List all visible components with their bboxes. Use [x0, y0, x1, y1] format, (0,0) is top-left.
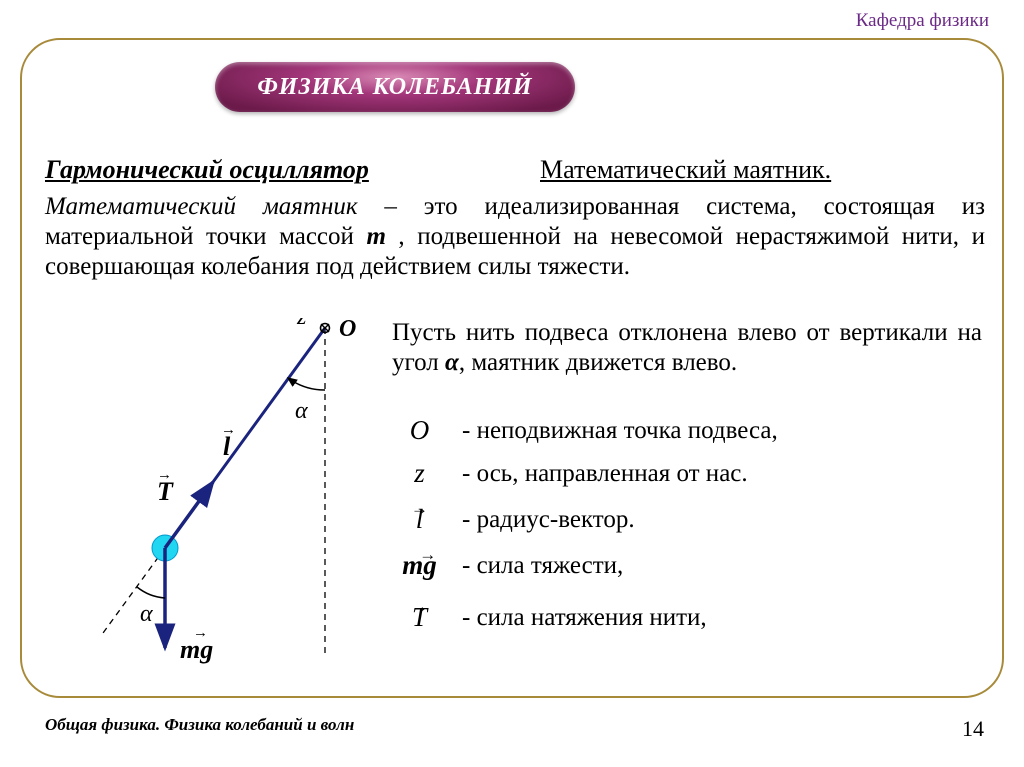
legend-sym-mg: → mg: [392, 550, 447, 581]
pendulum-diagram: z O α α l → T → mg →: [45, 318, 385, 678]
string-extension-dashed: [103, 548, 165, 633]
definition-m: m: [366, 223, 385, 250]
definition-paragraph: Математический маятник – это идеализиров…: [45, 192, 985, 282]
subtitle-left: Гармонический осциллятор: [45, 155, 369, 185]
department-label: Кафедра физики: [856, 10, 989, 32]
label-l-arrow: →: [221, 422, 236, 438]
page-number: 14: [962, 716, 984, 742]
label-z: z: [296, 318, 307, 330]
label-alpha-top: α: [295, 398, 308, 424]
legend-row-l: → l - радиус-вектор.: [392, 504, 635, 535]
label-T-arrow: →: [157, 467, 172, 483]
legend-row-z: z - ось, направленная от нас.: [392, 458, 748, 489]
legend-sym-l: → l: [392, 504, 447, 535]
legend-desc-mg: - сила тяжести,: [462, 552, 623, 580]
vector-arrow-icon: →: [411, 597, 428, 617]
legend-desc-l: - радиус-вектор.: [462, 506, 635, 534]
label-O: O: [339, 318, 356, 342]
legend-sym-O: O: [392, 415, 447, 446]
label-mg-arrow: →: [193, 625, 208, 641]
legend-sym-T: → T: [392, 602, 447, 633]
para2-alpha: α: [445, 349, 459, 376]
legend-row-mg: → mg - сила тяжести,: [392, 550, 623, 581]
footer-text: Общая физика. Физика колебаний и волн: [45, 715, 354, 735]
pendulum-svg: z O α α l → T → mg →: [45, 318, 385, 678]
legend-row-T: → T - сила натяжения нити,: [392, 602, 707, 633]
legend-desc-O: - неподвижная точка подвеса,: [462, 417, 778, 445]
legend-desc-z: - ось, направленная от нас.: [462, 460, 748, 488]
definition-term: Математический маятник: [45, 193, 358, 220]
paragraph-2: Пусть нить подвеса отклонена влево от ве…: [392, 318, 982, 378]
slide-title: ФИЗИКА КОЛЕБАНИЙ: [215, 62, 575, 112]
angle-arc-top: [288, 378, 325, 390]
vector-arrow-icon: →: [411, 499, 428, 519]
legend-row-O: O - неподвижная точка подвеса,: [392, 415, 778, 446]
legend-desc-T: - сила натяжения нити,: [462, 604, 707, 632]
vector-arrow-icon: →: [419, 545, 436, 565]
para2-text2: , маятник движется влево.: [459, 349, 737, 376]
legend-sym-z: z: [392, 458, 447, 489]
subtitle-right: Математический маятник.: [540, 155, 831, 185]
label-alpha-bottom: α: [140, 601, 153, 627]
angle-arc-bottom: [137, 587, 165, 598]
